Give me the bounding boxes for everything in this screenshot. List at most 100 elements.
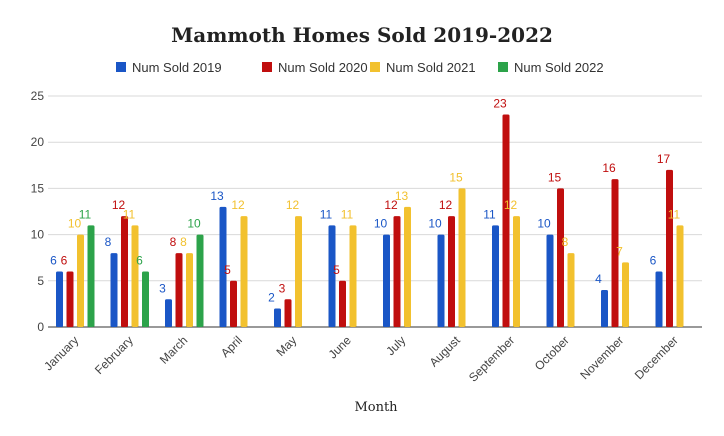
bar-num-sold-2021-january: [77, 234, 84, 327]
bar-num-sold-2019-july: [383, 234, 390, 327]
x-tick-label-may: May: [273, 333, 299, 359]
bar-num-sold-2020-february: [121, 216, 128, 327]
data-label-num-sold-2019-september: 11: [483, 207, 496, 221]
data-label-num-sold-2020-january: 6: [61, 254, 68, 268]
bar-num-sold-2021-november: [622, 262, 629, 327]
data-label-num-sold-2020-june: 5: [333, 263, 340, 277]
data-label-num-sold-2020-october: 15: [548, 170, 562, 184]
data-label-num-sold-2021-june: 11: [341, 207, 354, 221]
y-tick-label: 25: [31, 89, 45, 103]
legend-label-num-sold-2019: Num Sold 2019: [132, 60, 222, 75]
bar-num-sold-2022-march: [196, 234, 204, 327]
x-tick-label-march: March: [157, 333, 190, 366]
data-label-num-sold-2019-august: 10: [428, 217, 442, 231]
bar-num-sold-2019-april: [219, 206, 227, 327]
bar-num-sold-2019-december: [655, 271, 663, 327]
data-label-num-sold-2020-july: 12: [384, 198, 398, 212]
x-tick-label-december: December: [632, 333, 681, 382]
bar-num-sold-2019-august: [437, 234, 445, 327]
data-label-num-sold-2019-june: 11: [320, 207, 333, 221]
data-label-num-sold-2020-may: 3: [279, 281, 286, 295]
bar-num-sold-2019-september: [492, 225, 499, 327]
data-label-num-sold-2020-april: 5: [224, 263, 231, 277]
data-label-num-sold-2019-november: 4: [595, 272, 602, 286]
legend-label-num-sold-2021: Num Sold 2021: [386, 60, 476, 75]
data-label-num-sold-2021-april: 12: [231, 198, 245, 212]
bar-num-sold-2021-august: [458, 188, 466, 327]
bar-num-sold-2021-february: [131, 225, 139, 327]
bar-num-sold-2020-august: [448, 216, 455, 327]
bar-num-sold-2020-march: [175, 253, 183, 327]
bar-num-sold-2021-september: [513, 216, 520, 327]
gridlines: [48, 95, 702, 328]
data-label-num-sold-2019-may: 2: [268, 291, 275, 305]
data-label-num-sold-2019-february: 8: [105, 235, 112, 249]
data-label-num-sold-2022-march: 10: [187, 217, 201, 231]
y-tick-label: 20: [31, 135, 45, 149]
data-label-num-sold-2019-july: 10: [374, 217, 388, 231]
data-label-num-sold-2021-january: 10: [68, 217, 82, 231]
data-label-num-sold-2019-april: 13: [210, 189, 224, 203]
bar-num-sold-2019-june: [328, 225, 336, 327]
bar-num-sold-2022-february: [142, 271, 149, 327]
data-label-num-sold-2019-march: 3: [159, 281, 166, 295]
data-label-num-sold-2022-february: 6: [136, 254, 143, 268]
bar-num-sold-2021-july: [404, 206, 411, 327]
legend-swatch-num-sold-2020: [262, 62, 272, 72]
bar-num-sold-2019-may: [274, 308, 281, 327]
bar-num-sold-2020-october: [557, 188, 564, 327]
bar-num-sold-2020-may: [284, 299, 292, 327]
legend-label-num-sold-2022: Num Sold 2022: [514, 60, 604, 75]
bar-num-sold-2022-january: [87, 225, 95, 327]
data-label-num-sold-2021-may: 12: [286, 198, 300, 212]
bar-num-sold-2021-may: [295, 216, 302, 327]
bar-num-sold-2019-october: [546, 234, 554, 327]
bars: [56, 114, 684, 327]
y-tick-label: 10: [31, 228, 45, 242]
y-tick-label: 5: [37, 274, 44, 288]
bar-num-sold-2020-june: [339, 280, 346, 327]
x-tick-label-april: April: [218, 333, 245, 360]
x-tick-label-january: January: [41, 333, 81, 373]
data-label-num-sold-2022-january: 11: [79, 207, 92, 221]
bar-num-sold-2021-october: [567, 253, 575, 327]
data-label-num-sold-2020-september: 23: [493, 96, 507, 110]
data-label-num-sold-2019-december: 6: [650, 254, 657, 268]
x-tick-label-october: October: [532, 333, 572, 373]
bar-num-sold-2020-december: [666, 169, 673, 327]
data-label-num-sold-2020-march: 8: [170, 235, 177, 249]
y-axis-ticks: 0 5 10 15 20 25: [31, 89, 45, 334]
legend-swatch-num-sold-2021: [370, 62, 380, 72]
x-tick-label-august: August: [427, 333, 464, 370]
data-label-num-sold-2021-july: 13: [395, 189, 409, 203]
bar-num-sold-2021-march: [186, 253, 193, 327]
data-label-num-sold-2021-december: 11: [668, 207, 681, 221]
data-label-num-sold-2021-september: 12: [504, 198, 518, 212]
bar-num-sold-2021-april: [240, 216, 248, 327]
legend-swatch-num-sold-2019: [116, 62, 126, 72]
x-axis-ticks: January February March April May June July Augu…: [41, 333, 681, 385]
data-label-num-sold-2019-january: 6: [50, 254, 57, 268]
y-tick-label: 0: [37, 320, 44, 334]
y-tick-label: 15: [31, 181, 45, 195]
chart-title: Mammoth Homes Sold 2019-2022: [171, 23, 553, 47]
legend-label-num-sold-2020: Num Sold 2020: [278, 60, 368, 75]
bar-num-sold-2019-march: [165, 299, 172, 327]
x-tick-label-february: February: [92, 333, 136, 377]
data-label-num-sold-2021-march: 8: [180, 235, 187, 249]
bar-num-sold-2019-november: [601, 290, 608, 327]
data-label-num-sold-2021-february: 11: [123, 207, 136, 221]
data-label-num-sold-2020-august: 12: [439, 198, 453, 212]
data-label-num-sold-2020-december: 17: [657, 152, 671, 166]
bar-num-sold-2020-november: [611, 179, 619, 327]
data-label-num-sold-2020-february: 12: [112, 198, 126, 212]
legend: Num Sold 2019 Num Sold 2020 Num Sold 2021 N…: [116, 60, 604, 75]
bar-num-sold-2021-december: [676, 225, 684, 327]
x-tick-label-november: November: [577, 333, 626, 382]
bar-num-sold-2020-july: [393, 216, 401, 327]
bar-num-sold-2020-september: [502, 114, 510, 327]
bar-num-sold-2019-january: [56, 271, 63, 327]
